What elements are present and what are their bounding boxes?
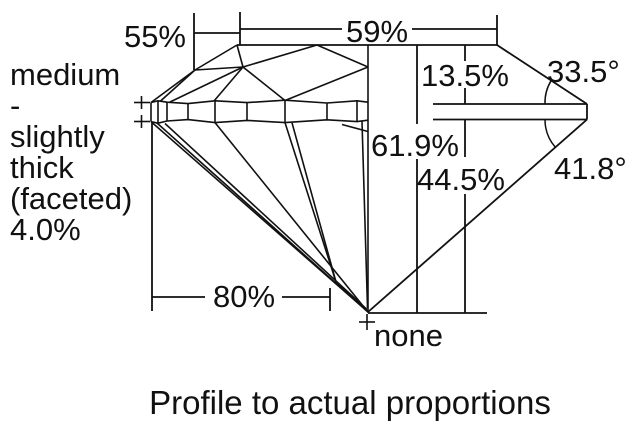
girdle-desc-line-2: -	[10, 88, 20, 123]
star-facet-edge	[236, 44, 244, 68]
culet-cross-icon	[359, 314, 375, 330]
bezel-facet-lower	[242, 66, 286, 102]
crown-angle-slope	[496, 44, 588, 105]
figure-caption: Profile to actual proportions	[149, 384, 551, 421]
girdle-bottom-edge	[150, 118, 369, 124]
star-facet-bottom	[194, 66, 244, 71]
diamond-profile-wireframe	[150, 44, 369, 313]
girdle-top-edge	[150, 99, 369, 105]
pavilion-angle-slope	[367, 118, 588, 313]
crown-angle-label: 33.5°	[547, 54, 620, 89]
bezel-facet-edge	[169, 66, 244, 103]
crown-height-label: 13.5%	[421, 58, 509, 93]
crown-outline-right	[316, 44, 369, 68]
total-depth-label: 61.9%	[371, 128, 459, 163]
bezel-facet-right	[284, 66, 369, 102]
girdle-desc-line-4: thick	[10, 150, 74, 185]
crown-facet	[159, 69, 196, 103]
girdle-desc-line-5: (faceted)	[10, 181, 132, 216]
girdle-thickness-pct-label: 4.0%	[10, 212, 81, 247]
crown-angle-arc	[544, 80, 552, 105]
measurement-labels: 55% 59% 13.5% 33.5° 61.9% 44.5% 41.8° 80…	[10, 14, 627, 421]
pavilion-angle-arc	[544, 119, 556, 148]
dimension-lines	[151, 12, 498, 314]
pavilion-depth-label: 44.5%	[417, 162, 505, 197]
upper-girdle-facet	[213, 66, 244, 102]
girdle-description-label: medium - slightly thick (faceted) 4.0%	[10, 57, 132, 247]
culet-label: none	[374, 318, 443, 353]
girdle-desc-line-3: slightly	[10, 119, 105, 154]
right-half-outline-schematic	[367, 44, 588, 313]
pavilion-angle-label: 41.8°	[554, 151, 627, 186]
bezel-ridge	[242, 44, 318, 68]
girdle-reference-cross-icon	[134, 96, 150, 128]
girdle-facet-lines	[157, 100, 358, 124]
table-size-label: 59%	[346, 14, 408, 49]
girdle-desc-line-1: medium	[10, 57, 120, 92]
lower-girdle-label: 80%	[213, 279, 275, 314]
star-length-label: 55%	[124, 19, 186, 54]
pavilion-facet-lines	[150, 120, 369, 313]
